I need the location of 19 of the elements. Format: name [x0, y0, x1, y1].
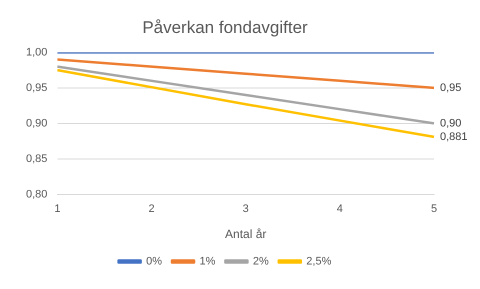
y-tick-label: 0,95 [26, 82, 48, 94]
legend-label: 2% [252, 256, 270, 268]
data-label: 0,90 [440, 117, 462, 130]
y-tick-label: 1,00 [26, 46, 48, 58]
x-tick-label: 3 [242, 203, 249, 216]
y-tick-label: 0,80 [26, 188, 48, 200]
y-tick-label: 0,90 [26, 117, 48, 130]
x-tick-label: 5 [430, 203, 438, 216]
x-axis-title: Antal år [225, 227, 266, 242]
legend-label: 0% [146, 256, 162, 268]
data-label: 0,881 [440, 130, 468, 143]
legend-label: 2,5% [306, 256, 332, 268]
legend-label: 1% [200, 256, 216, 268]
y-tick-label: 0,85 [26, 152, 48, 165]
chart-title: Påverkan fondavgifter [142, 18, 308, 37]
data-label: 0,95 [440, 82, 462, 94]
x-tick-label: 1 [54, 203, 60, 216]
x-tick-label: 2 [148, 203, 155, 216]
x-tick-label: 4 [336, 203, 343, 216]
